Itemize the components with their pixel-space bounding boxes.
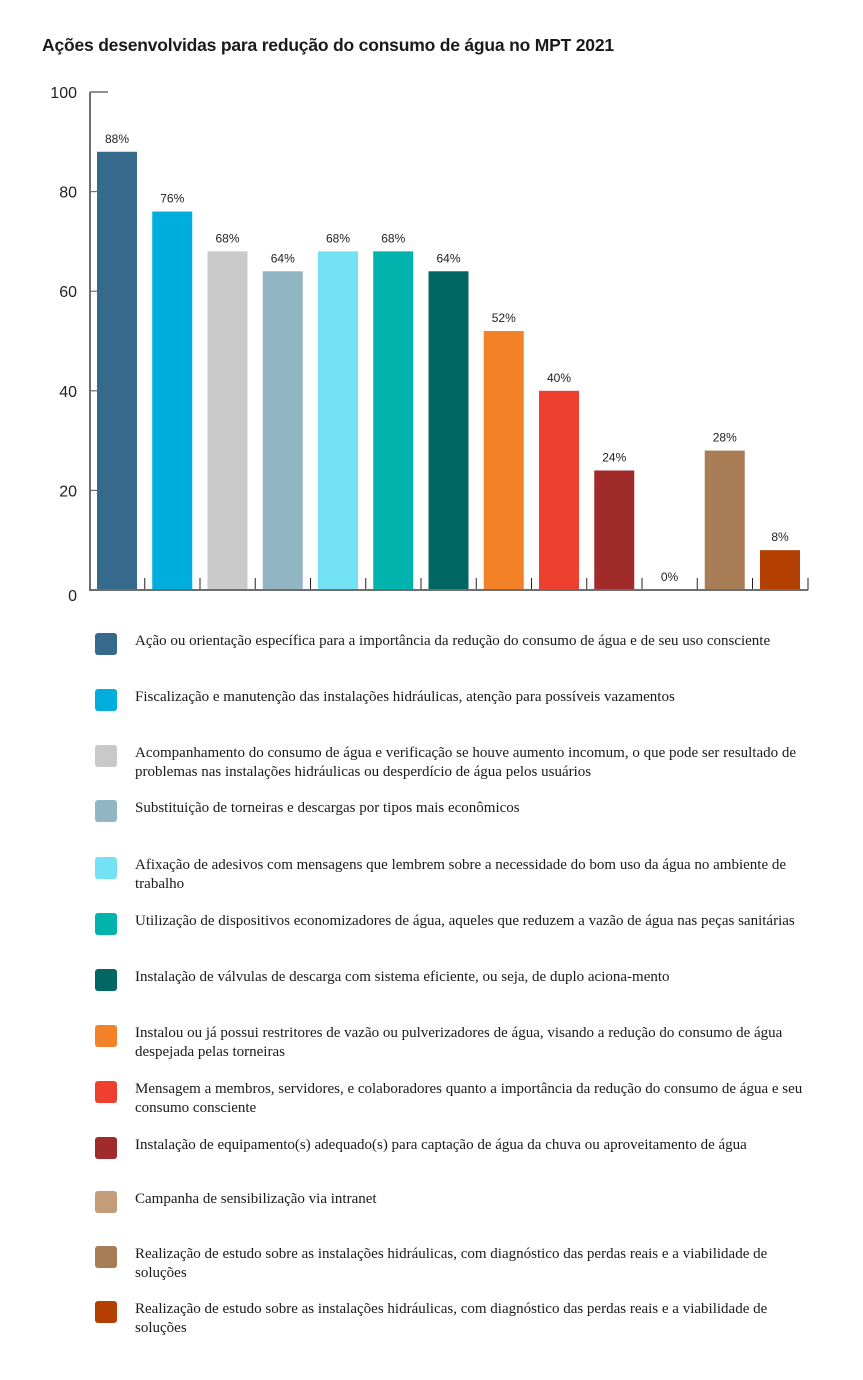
data-label: 76% xyxy=(160,192,184,206)
legend-item: Instalação de equipamento(s) adequado(s)… xyxy=(95,1136,815,1159)
data-label: 88% xyxy=(105,132,129,146)
data-label: 68% xyxy=(215,231,239,245)
legend-swatch xyxy=(95,1137,117,1159)
data-label: 68% xyxy=(381,231,405,245)
legend-label: Fiscalização e manutenção das instalaçõe… xyxy=(135,689,675,705)
y-tick-label: 20 xyxy=(59,483,77,500)
legend-swatch xyxy=(95,857,117,879)
data-label: 40% xyxy=(547,371,571,385)
legend-label: Afixação de adesivos com mensagens que l… xyxy=(135,857,787,892)
legend-label: Instalação de equipamento(s) adequado(s)… xyxy=(135,1137,747,1153)
bar xyxy=(97,151,137,590)
legend-label: Realização de estudo sobre as instalaçõe… xyxy=(135,1301,768,1336)
legend-swatch xyxy=(95,1301,117,1323)
bar xyxy=(152,211,193,590)
legend-item: Acompanhamento do consumo de água e veri… xyxy=(95,744,815,782)
data-label: 24% xyxy=(602,450,626,464)
bar xyxy=(373,251,414,591)
y-tick-label: 60 xyxy=(59,284,77,301)
y-tick-label: 0 xyxy=(68,588,77,605)
bar-chart: 88% 76% 68% 64% 68% 68% 64% 52% 40% 24% 0% 28% 8% 0 20… xyxy=(50,85,809,605)
legend-item: Instalou ou já possui restritores de vaz… xyxy=(95,1024,815,1062)
data-label: 68% xyxy=(326,231,350,245)
legend-swatch xyxy=(95,1246,117,1268)
data-label: 64% xyxy=(436,251,460,265)
legend-item: Fiscalização e manutenção das instalaçõe… xyxy=(95,688,815,711)
legend-swatch xyxy=(95,1081,117,1103)
legend-item: Ação ou orientação específica para a imp… xyxy=(95,632,815,655)
bar xyxy=(483,331,524,590)
legend-swatch xyxy=(95,745,117,767)
legend-label: Acompanhamento do consumo de água e veri… xyxy=(135,745,797,780)
bar xyxy=(539,390,579,590)
bar xyxy=(318,251,358,591)
legend-item: Realização de estudo sobre as instalaçõe… xyxy=(95,1245,815,1283)
legend-item: Substituição de torneiras e descargas po… xyxy=(95,799,815,822)
legend-item: Instalação de válvulas de descarga com s… xyxy=(95,968,815,991)
chart-title: Ações desenvolvidas para redução do cons… xyxy=(42,35,614,55)
bar xyxy=(704,450,745,590)
bar xyxy=(207,251,248,591)
legend-item: Mensagem a membros, servidores, e colabo… xyxy=(95,1080,815,1118)
legend-item: Realização de estudo sobre as instalaçõe… xyxy=(95,1300,815,1338)
bar xyxy=(262,271,303,590)
data-label: 64% xyxy=(271,251,295,265)
data-label: 28% xyxy=(713,431,737,445)
legend-item: Campanha de sensibilização via intranet xyxy=(95,1190,815,1213)
y-tick-label: 100 xyxy=(50,85,77,102)
legend-swatch xyxy=(95,969,117,991)
data-label: 8% xyxy=(771,530,789,544)
data-label: 0% xyxy=(661,570,679,584)
bar xyxy=(428,271,469,590)
legend-label: Campanha de sensibilização via intranet xyxy=(135,1191,377,1207)
legend-swatch xyxy=(95,1025,117,1047)
legend-item: Afixação de adesivos com mensagens que l… xyxy=(95,856,815,894)
legend-label: Substituição de torneiras e descargas po… xyxy=(135,800,520,816)
y-tick-label: 80 xyxy=(59,185,77,202)
y-tick-label: 40 xyxy=(59,384,77,401)
legend-label: Instalou ou já possui restritores de vaz… xyxy=(135,1025,783,1060)
legend-label: Ação ou orientação específica para a imp… xyxy=(135,633,771,649)
bar xyxy=(594,470,635,590)
legend-swatch xyxy=(95,1191,117,1213)
legend-swatch xyxy=(95,633,117,655)
legend-swatch xyxy=(95,800,117,822)
legend-label: Mensagem a membros, servidores, e colabo… xyxy=(135,1081,803,1116)
legend-label: Utilização de dispositivos economizadore… xyxy=(135,913,795,929)
legend-label: Realização de estudo sobre as instalaçõe… xyxy=(135,1246,768,1281)
legend-label: Instalação de válvulas de descarga com s… xyxy=(135,969,670,985)
legend-swatch xyxy=(95,689,117,711)
data-label: 52% xyxy=(492,311,516,325)
legend-item: Utilização de dispositivos economizadore… xyxy=(95,912,815,935)
legend-swatch xyxy=(95,913,117,935)
bar xyxy=(760,550,800,590)
